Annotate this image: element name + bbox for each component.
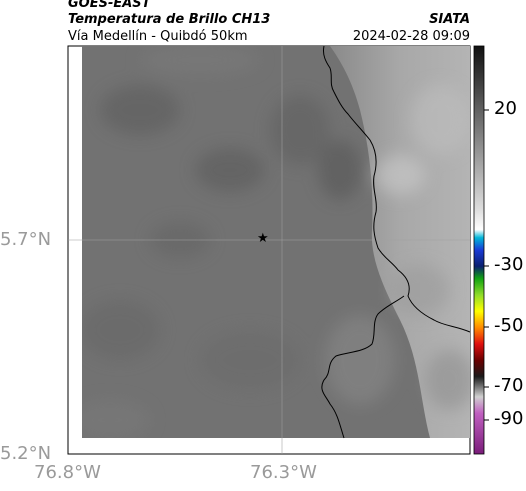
star-icon: ★ [257,231,269,246]
colorbar-tick-neg50: -50 [494,315,524,336]
satellite-title: GOES-EAST [68,0,151,11]
colorbar-tick-20: 20 [494,98,517,119]
timestamp-label: 2024-02-28 09:09 [352,29,470,44]
lon-tick-76.8: 76.8°W [34,462,101,483]
product-title: Temperatura de Brillo CH13 [68,12,271,27]
colorbar-tick-neg70: -70 [494,375,524,396]
org-label: SIATA [429,12,470,27]
colorbar-tick-neg90: -90 [494,408,524,429]
colorbar-tick-neg30: -30 [494,254,524,275]
route-label: Vía Medellín - Quibdó 50km [68,29,248,44]
lat-tick-5.2: 5.2°N [0,443,52,464]
lat-tick-5.7: 5.7°N [0,229,52,250]
lon-tick-76.3: 76.3°W [250,462,317,483]
